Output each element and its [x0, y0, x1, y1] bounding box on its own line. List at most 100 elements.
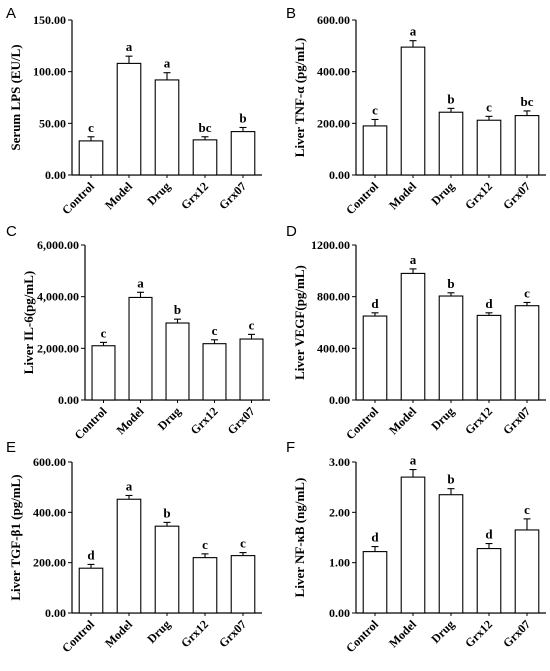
y-tick-label: 1200.00 [311, 238, 350, 252]
y-tick-label: 150.00 [33, 13, 66, 27]
y-tick-label: 0.00 [329, 168, 350, 182]
bar [438, 494, 464, 614]
category-label: Grx12 [178, 179, 211, 212]
significance-label: c [88, 120, 94, 135]
significance-label: bc [521, 94, 534, 109]
bar [116, 62, 142, 176]
category-label: Grx12 [462, 404, 495, 437]
significance-label: a [410, 453, 417, 468]
panel-letter: E [6, 439, 16, 456]
category-label: Control [59, 179, 97, 217]
category-label: Drug [144, 617, 173, 646]
bar [230, 131, 256, 176]
y-tick-label: 0.00 [329, 606, 350, 620]
bar [514, 115, 540, 176]
category-label: Grx07 [500, 617, 533, 650]
significance-label: d [485, 527, 493, 542]
y-tick-label: 600.00 [317, 13, 350, 27]
bar [128, 296, 153, 401]
y-tick-label: 400.00 [317, 65, 350, 79]
significance-label: b [447, 472, 454, 487]
bar [476, 314, 502, 401]
category-label: Control [343, 617, 381, 655]
category-label: Model [114, 404, 147, 437]
bar [400, 272, 426, 401]
bar [362, 125, 388, 176]
significance-label: c [524, 502, 530, 517]
significance-label: a [126, 39, 133, 54]
significance-label: a [410, 252, 417, 267]
bar [514, 529, 540, 614]
bar [192, 139, 218, 176]
significance-label: b [447, 91, 454, 106]
y-tick-label: 50.00 [39, 116, 66, 130]
bar [154, 525, 180, 614]
category-label: Control [59, 617, 97, 655]
category-label: Model [386, 404, 419, 437]
chart-panel-f: F 0.00 1.00 2.00 3.00 Liver NF-κB (ng/mL) d Con… [286, 439, 546, 655]
y-tick-label: 800.00 [317, 290, 350, 304]
bar [438, 111, 464, 176]
significance-label: c [486, 99, 492, 114]
y-tick-label: 0.00 [45, 606, 66, 620]
significance-label: b [239, 110, 246, 125]
significance-label: d [485, 296, 493, 311]
category-label: Grx12 [188, 404, 221, 437]
significance-label: a [164, 56, 171, 71]
y-tick-label: 200.00 [33, 556, 66, 570]
bar [165, 322, 190, 401]
significance-label: bc [199, 120, 212, 135]
chart-panel-d: D 0.00 400.00 800.00 1200.00 Liver VEGF(pg/mL… [286, 223, 546, 442]
significance-label: b [447, 276, 454, 291]
significance-label: a [126, 478, 133, 493]
category-label: Model [102, 179, 135, 212]
significance-label: c [249, 317, 255, 332]
category-label: Model [102, 617, 135, 650]
significance-label: d [371, 530, 379, 545]
y-tick-label: 400.00 [33, 505, 66, 519]
panel-letter: B [286, 5, 296, 22]
chart-panel-b: B 0.00 200.00 400.00 600.00 Liver TNF-α (pg/m… [286, 5, 546, 217]
significance-label: b [163, 505, 170, 520]
category-label: Drug [428, 617, 457, 646]
y-tick-label: 100.00 [33, 65, 66, 79]
bar [192, 557, 218, 614]
y-axis-label: Liver TGF-β1 (pg/mL) [8, 474, 23, 600]
category-label: Control [343, 404, 381, 442]
bar [476, 548, 502, 614]
panel-letter: D [286, 223, 297, 240]
panel-letter: C [6, 223, 17, 240]
significance-label: c [212, 323, 218, 338]
category-label: Control [343, 179, 381, 217]
bar [116, 498, 142, 614]
panel-letter: A [6, 5, 16, 22]
significance-label: c [240, 536, 246, 551]
category-label: Grx12 [178, 617, 211, 650]
y-axis-label: Liver NF-κB (ng/mL) [292, 478, 307, 598]
category-label: Drug [428, 404, 457, 433]
panel-letter: F [286, 439, 295, 456]
y-tick-label: 0.00 [58, 393, 79, 407]
significance-label: c [202, 537, 208, 552]
significance-label: a [137, 275, 144, 290]
category-label: Grx12 [462, 617, 495, 650]
y-axis-label: Liver VEGF(pg/mL) [292, 265, 307, 380]
bar [78, 140, 104, 176]
category-label: Grx07 [216, 179, 249, 212]
bar [400, 476, 426, 614]
y-axis-label: Liver IL-6(pg/mL) [21, 271, 36, 374]
y-tick-label: 2,000.00 [37, 341, 79, 355]
y-axis-label: Liver TNF-α (pg/mL) [292, 38, 307, 157]
chart-panel-a: A 0.00 50.00 100.00 150.00 Serum LPS (EU/L) c C… [6, 5, 262, 217]
significance-label: a [410, 24, 417, 39]
category-label: Drug [155, 404, 184, 433]
y-axis-label: Serum LPS (EU/L) [8, 44, 23, 150]
y-tick-label: 1.00 [329, 556, 350, 570]
significance-label: c [524, 285, 530, 300]
significance-label: d [87, 547, 95, 562]
category-label: Model [386, 617, 419, 650]
category-label: Grx07 [500, 179, 533, 212]
bar [230, 555, 256, 614]
chart-panel-e: E 0.00 200.00 400.00 600.00 Liver TGF-β1 (pg/… [6, 439, 262, 655]
